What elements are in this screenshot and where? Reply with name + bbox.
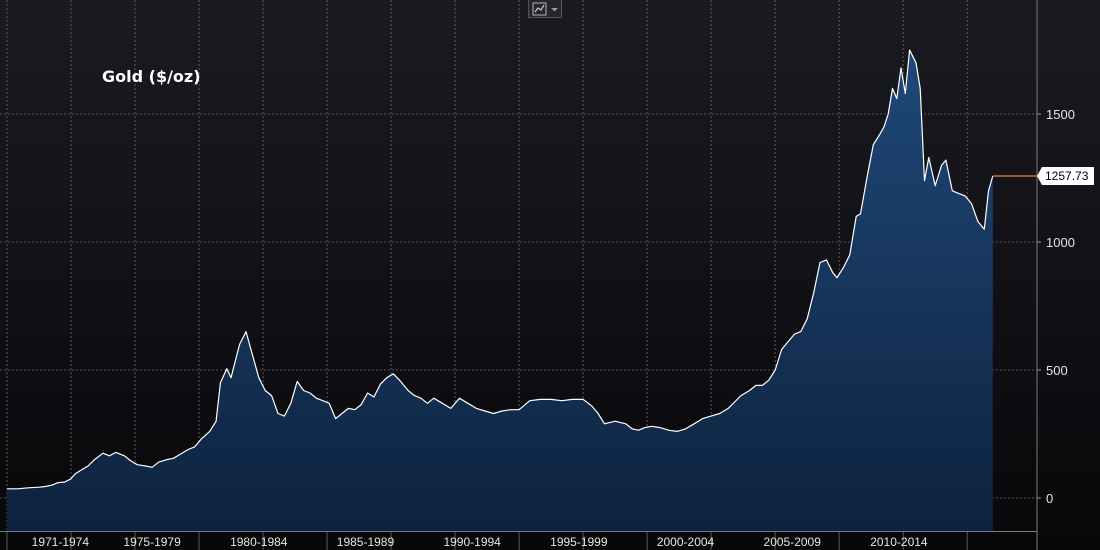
gridlines xyxy=(0,0,1037,531)
caret-down-icon xyxy=(551,8,558,12)
x-tick-label: 1971-1974 xyxy=(32,535,90,549)
y-tick-label: 1500 xyxy=(1046,107,1075,122)
y-tick-label: 500 xyxy=(1046,363,1068,378)
gold-area-fill xyxy=(7,50,993,531)
y-tick-label: 1000 xyxy=(1046,235,1075,250)
x-tick-label: 1990-1994 xyxy=(443,535,501,549)
x-tick-label: 2005-2009 xyxy=(764,535,822,549)
x-axis-ticks: 1971-1974 1975-1979 1980-1984 1985-1989 1990… xyxy=(6,532,968,550)
last-value-label: 1257.73 xyxy=(1037,167,1094,186)
x-tick-label: 1985-1989 xyxy=(337,535,395,549)
last-value-label-box xyxy=(1037,167,1094,186)
x-tick-label: 1975-1979 xyxy=(123,535,181,549)
line-chart-icon xyxy=(532,2,547,16)
line-chart-icon-stroke xyxy=(534,4,545,13)
y-tick-label: 0 xyxy=(1046,491,1053,506)
x-tick-label: 2000-2004 xyxy=(657,535,715,549)
chart-type-selector[interactable] xyxy=(528,0,562,18)
x-tick-label: 1995-1999 xyxy=(550,535,608,549)
y-axis-ticks: 0 500 1000 1500 xyxy=(1037,107,1075,506)
chart-title: Gold ($/oz) xyxy=(102,67,201,86)
x-tick-label: 2010-2014 xyxy=(870,535,928,549)
last-value-label-text: 1257.73 xyxy=(1045,169,1089,183)
gold-price-line xyxy=(7,49,994,490)
x-tick-label: 1980-1984 xyxy=(230,535,288,549)
